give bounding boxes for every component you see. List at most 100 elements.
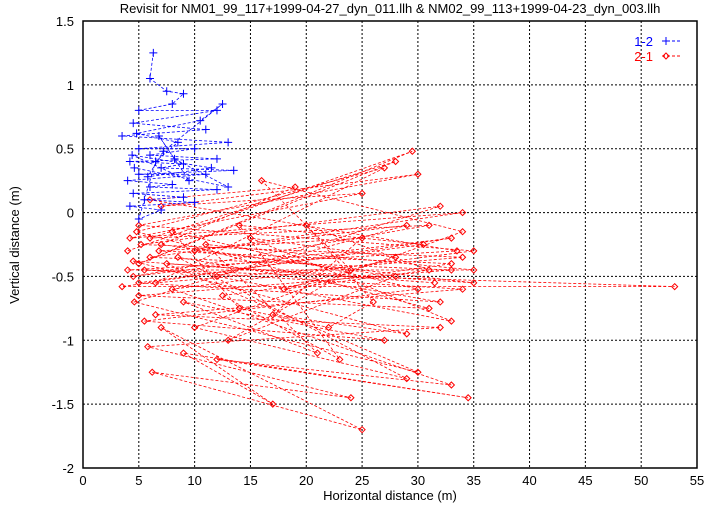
- data-point: [137, 240, 145, 249]
- data-point: [135, 259, 143, 268]
- data-point: [212, 106, 221, 115]
- data-point: [140, 195, 149, 204]
- plot-border: [82, 20, 698, 469]
- data-point: [358, 425, 366, 434]
- x-tick-label: 20: [299, 473, 313, 488]
- x-tick-label: 5: [135, 473, 142, 488]
- x-tick-label: 25: [355, 473, 369, 488]
- data-point: [212, 185, 221, 194]
- data-point: [123, 247, 132, 255]
- data-point: [157, 240, 165, 249]
- data-point: [179, 160, 188, 169]
- data-point: [157, 206, 166, 215]
- data-point: [313, 349, 322, 357]
- data-point: [235, 221, 243, 230]
- data-point: [145, 183, 154, 192]
- data-point: [436, 202, 444, 210]
- data-point: [179, 89, 188, 98]
- data-point: [151, 157, 160, 166]
- y-tick-label: 1.5: [56, 14, 74, 29]
- legend: 1-2 2-1: [634, 34, 682, 64]
- x-tick-label: 30: [411, 473, 425, 488]
- y-tick-label: 0: [67, 206, 74, 221]
- legend-marker: [662, 52, 670, 60]
- data-point: [130, 163, 139, 172]
- data-point: [408, 147, 417, 155]
- data-point: [123, 176, 132, 185]
- data-point: [213, 355, 221, 364]
- series-line: [122, 150, 675, 431]
- data-point: [118, 131, 127, 140]
- data-point: [470, 266, 478, 274]
- data-point: [196, 116, 205, 125]
- data-point: [291, 183, 299, 191]
- data-point: [464, 394, 472, 402]
- data-point: [179, 193, 188, 202]
- data-point: [470, 247, 478, 255]
- data-point: [174, 253, 182, 261]
- x-axis-label: Horizontal distance (m): [323, 488, 457, 503]
- data-point: [168, 285, 177, 293]
- data-point: [257, 176, 266, 185]
- data-point: [190, 323, 199, 332]
- data-point: [151, 279, 160, 287]
- data-point: [347, 266, 355, 274]
- series-2-1: [118, 147, 679, 434]
- data-point: [403, 221, 411, 230]
- data-point: [149, 48, 158, 57]
- data-point: [201, 170, 210, 179]
- data-point: [134, 170, 143, 179]
- data-point: [140, 317, 149, 325]
- data-point: [358, 189, 366, 198]
- data-point: [380, 164, 389, 172]
- data-point: [280, 285, 288, 293]
- data-point: [419, 240, 428, 249]
- data-point: [190, 198, 199, 207]
- data-point: [146, 234, 154, 242]
- data-point: [403, 374, 411, 383]
- data-point: [470, 279, 478, 287]
- data-point: [134, 214, 143, 223]
- ticks: 0 5 10 15 20 25 30 35 40 45 50 55 -2 -1.5 -1 -0.5 0 0.5 1 1…: [52, 14, 705, 488]
- data-point: [129, 189, 138, 198]
- data-point: [302, 221, 310, 230]
- data-point: [347, 394, 355, 402]
- data-point: [369, 298, 377, 306]
- data-point: [425, 221, 433, 230]
- y-axis-label: Vertical distance (m): [7, 186, 22, 304]
- data-point: [447, 317, 456, 325]
- data-point: [132, 129, 141, 138]
- series-layer: [118, 48, 679, 434]
- data-point: [269, 400, 277, 408]
- data-point: [179, 349, 188, 357]
- y-tick-label: -2: [62, 461, 74, 476]
- data-point: [212, 154, 221, 163]
- data-point: [135, 221, 143, 230]
- data-point: [162, 87, 171, 96]
- data-point: [129, 119, 138, 128]
- data-point: [447, 381, 456, 389]
- data-point: [670, 282, 679, 291]
- legend-label-2-1: 2-1: [634, 49, 653, 64]
- data-point: [135, 291, 143, 300]
- data-point: [246, 234, 255, 242]
- data-point: [168, 228, 177, 236]
- legend-label-1-2: 1-2: [634, 34, 653, 49]
- data-point: [391, 253, 400, 261]
- grid: [83, 21, 697, 468]
- data-point: [145, 151, 154, 160]
- data-point: [269, 311, 277, 319]
- data-point: [218, 100, 227, 109]
- data-point: [140, 266, 149, 274]
- y-tick-label: 0.5: [56, 142, 74, 157]
- data-point: [145, 74, 154, 83]
- data-point: [125, 157, 134, 166]
- data-point: [207, 163, 216, 172]
- y-tick-label: -1.5: [52, 397, 74, 412]
- data-point: [168, 180, 177, 189]
- x-tick-label: 40: [522, 473, 536, 488]
- data-point: [130, 298, 139, 306]
- data-point: [155, 247, 163, 255]
- data-point: [414, 368, 422, 376]
